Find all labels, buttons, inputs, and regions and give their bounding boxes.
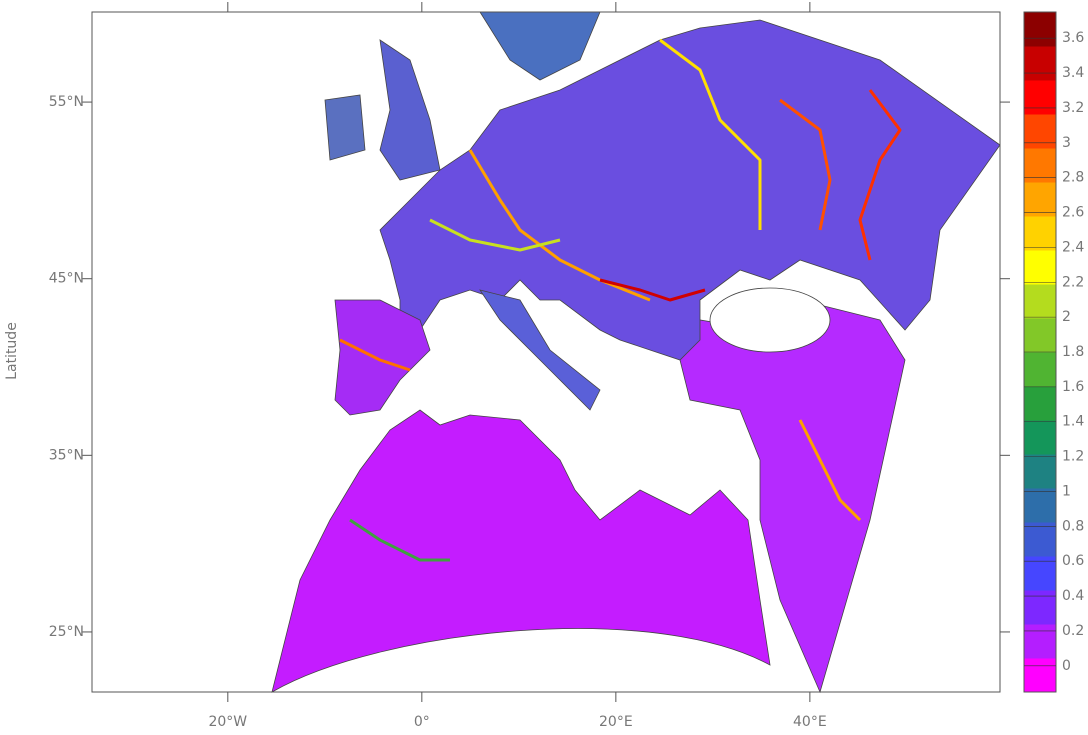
colorbar-label: 1.4	[1062, 414, 1084, 430]
colorbar-segment	[1024, 318, 1056, 353]
colorbar-segment	[1024, 420, 1056, 455]
colorbar-label: 3.4	[1062, 65, 1084, 81]
colorbar-segment	[1024, 454, 1056, 489]
colorbar-label: 0	[1062, 658, 1071, 674]
scandinavia	[480, 12, 600, 80]
x-tick-label: 0°	[414, 714, 430, 730]
colorbar-label: 0.2	[1062, 623, 1084, 639]
colorbar-label: 2	[1062, 309, 1071, 325]
colorbar-segment	[1024, 148, 1056, 183]
black-sea	[710, 288, 830, 352]
colorbar-label: 2.4	[1062, 239, 1084, 255]
map-land	[272, 12, 1000, 692]
colorbar-label: 1.2	[1062, 449, 1084, 465]
colorbar-label: 2.6	[1062, 205, 1084, 221]
colorbar-label: 1.6	[1062, 379, 1084, 395]
colorbar-label: 1	[1062, 483, 1071, 499]
y-axis-label: Latitude	[4, 322, 20, 380]
colorbar-segment	[1024, 46, 1056, 81]
colorbar-segment	[1024, 114, 1056, 149]
colorbar-label: 1.8	[1062, 344, 1084, 360]
colorbar-segment	[1024, 216, 1056, 251]
colorbar-segment	[1024, 590, 1056, 625]
colorbar-label: 0.6	[1062, 553, 1084, 569]
x-tick-label: 40°E	[793, 714, 827, 730]
colorbar-segment	[1024, 250, 1056, 285]
y-tick-label: 45°N	[49, 271, 84, 287]
colorbar-label: 0.8	[1062, 518, 1084, 534]
colorbar-segment	[1024, 522, 1056, 557]
y-tick-label: 35°N	[49, 447, 84, 463]
colorbar-segment	[1024, 80, 1056, 115]
colorbar-segment	[1024, 386, 1056, 421]
colorbar-label: 3	[1062, 135, 1071, 151]
colorbar-label: 2.8	[1062, 170, 1084, 186]
colorbar-segment	[1024, 624, 1056, 659]
x-tick-label: 20°W	[208, 714, 247, 730]
colorbar-segment	[1024, 352, 1056, 387]
y-tick-label: 55°N	[49, 94, 84, 110]
ireland	[325, 95, 365, 160]
europe	[380, 20, 1000, 360]
colorbar-label: 0.4	[1062, 588, 1084, 604]
britain	[380, 40, 440, 180]
colorbar-segment	[1024, 182, 1056, 217]
y-tick-label: 25°N	[49, 624, 84, 640]
colorbar-label: 2.2	[1062, 274, 1084, 290]
colorbar-label: 3.2	[1062, 100, 1084, 116]
colorbar-segment	[1024, 284, 1056, 319]
colorbar-label: 3.6	[1062, 30, 1084, 46]
colorbar-segment	[1024, 658, 1056, 693]
north-africa	[272, 410, 770, 692]
map-figure: Latitude 20°W 0° 20°E 40°E 55°N 45°N 35°N 25°N 0…	[0, 0, 1088, 735]
colorbar-segment	[1024, 488, 1056, 523]
x-tick-label: 20°E	[599, 714, 633, 730]
colorbar-segment	[1024, 12, 1056, 47]
